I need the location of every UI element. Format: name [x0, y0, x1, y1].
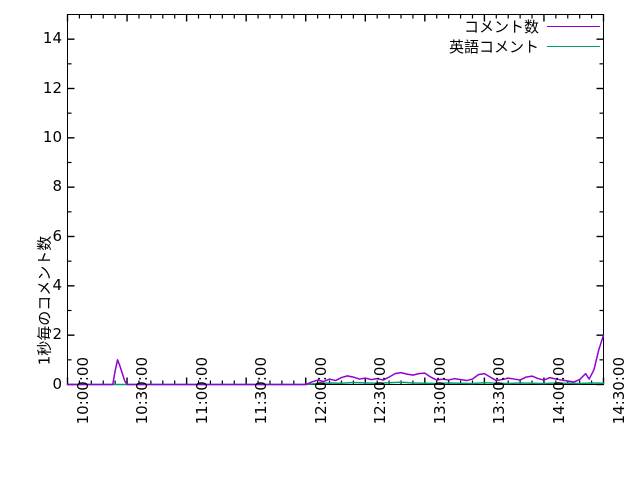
- y-tick-label: 12: [42, 78, 62, 97]
- y-tick-label: 4: [52, 275, 62, 294]
- legend-item-label: コメント数: [463, 17, 539, 36]
- y-tick-label: 0: [52, 374, 62, 393]
- legend-item: コメント数: [449, 16, 600, 36]
- legend-color-swatch: [547, 25, 600, 27]
- series-line: [66, 381, 605, 386]
- x-tick-label: 14:00:00: [549, 356, 568, 424]
- x-tick-label: 12:00:00: [311, 356, 330, 424]
- y-tick-label: 6: [52, 226, 62, 245]
- legend-item-label: 英語コメント: [448, 37, 539, 56]
- x-tick-label: 11:30:00: [252, 356, 271, 424]
- plot-area: [67, 14, 604, 385]
- x-tick-label: 11:00:00: [192, 356, 211, 424]
- x-tick-label: 13:00:00: [430, 356, 449, 424]
- series-line: [66, 334, 605, 386]
- x-tick-label: 12:30:00: [371, 356, 390, 424]
- y-tick-label: 2: [52, 325, 62, 344]
- x-tick-label: 13:30:00: [490, 356, 509, 424]
- x-tick-label: 10:30:00: [133, 356, 152, 424]
- y-tick-label: 14: [42, 29, 62, 48]
- chart-legend: コメント数 英語コメント: [449, 16, 600, 56]
- y-tick-label: 8: [52, 177, 62, 196]
- y-axis-tick-labels: 0 2 4 6 8 10 12 14: [0, 0, 62, 480]
- x-tick-label: 10:00:00: [73, 356, 92, 424]
- legend-color-swatch: [547, 45, 600, 47]
- legend-item: 英語コメント: [449, 36, 600, 56]
- y-tick-label: 10: [42, 127, 62, 146]
- x-tick-label: 14:30:00: [609, 356, 628, 424]
